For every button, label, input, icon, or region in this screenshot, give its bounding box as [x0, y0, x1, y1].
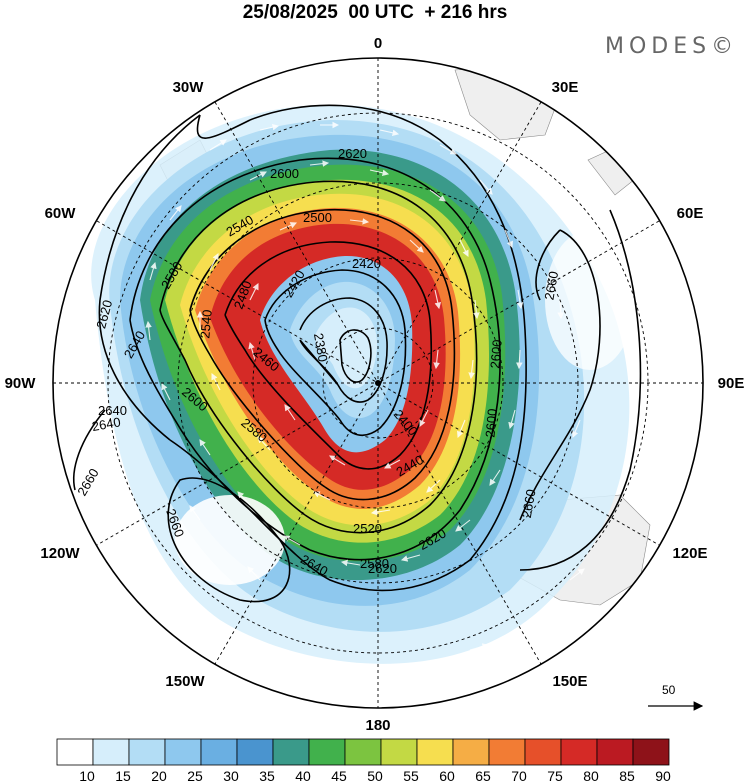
colorbar-swatch [200, 738, 238, 766]
colorbar-tick-label: 50 [367, 768, 383, 782]
colorbar-tick-label: 25 [187, 768, 203, 782]
colorbar-swatch [416, 738, 454, 766]
colorbar-tick-label: 45 [331, 768, 347, 782]
modes-logo: MODES© [605, 34, 739, 59]
lon-label-0: 0 [374, 35, 382, 52]
colorbar-swatch [560, 738, 598, 766]
colorbar-swatch [92, 738, 130, 766]
lon-label-60w: 60W [45, 205, 77, 222]
colorbar-swatch [56, 738, 94, 766]
colorbar-tick-label: 80 [583, 768, 599, 782]
colorbar-tick-label: 10 [79, 768, 95, 782]
colorbar-swatch [452, 738, 490, 766]
contour-label: 2500 [303, 210, 332, 225]
lon-label-60e: 60E [677, 205, 704, 222]
colorbar-tick-label: 85 [619, 768, 635, 782]
wind-speed-field [53, 58, 703, 708]
contour-label: 2620 [368, 561, 397, 576]
colorbar-tick-label: 15 [115, 768, 131, 782]
lon-label-180: 180 [365, 717, 390, 734]
lon-label-90e: 90E [718, 375, 745, 392]
colorbar-tick-label: 65 [475, 768, 491, 782]
colorbar-tick-label: 20 [151, 768, 167, 782]
contour-label: 2380 [311, 332, 331, 363]
contour-label: 2640 [98, 403, 127, 418]
contour-label: 2660 [519, 488, 539, 519]
contour-label: 2620 [338, 146, 367, 161]
colorbar-tick-label: 75 [547, 768, 563, 782]
south-pole-marker [375, 380, 381, 386]
colorbar-tick-label: 30 [223, 768, 239, 782]
colorbar: 10 15 20 25 30 35 40 45 50 55 60 65 70 75 80 85 90 [56, 738, 671, 782]
contour-labels: 2620 2600 2540 2500 2420 2420 2580 2480 … [74, 146, 561, 579]
contour-label: 2640 [91, 414, 122, 434]
colorbar-tick-label: 40 [295, 768, 311, 782]
wind-vectors [78, 121, 652, 672]
lon-label-30e: 30E [552, 79, 579, 96]
colorbar-tick-label: 70 [511, 768, 527, 782]
colorbar-tick-label: 55 [403, 768, 419, 782]
colorbar-swatch [488, 738, 526, 766]
lon-label-120w: 120W [40, 545, 80, 562]
colorbar-swatch [308, 738, 346, 766]
colorbar-swatch [236, 738, 274, 766]
colorbar-tick-label: 35 [259, 768, 275, 782]
colorbar-swatch [632, 738, 670, 766]
colorbar-swatch [524, 738, 562, 766]
colorbar-tick-label: 60 [439, 768, 455, 782]
geopotential-contours [73, 104, 642, 603]
colorbar-swatch [344, 738, 382, 766]
lon-label-150e: 150E [552, 673, 587, 690]
contour-label: 2660 [541, 270, 561, 301]
colorbar-tick-label: 90 [655, 768, 671, 782]
lon-label-120e: 120E [672, 545, 707, 562]
contour-label: 2420 [352, 256, 381, 271]
contour-label: 2600 [270, 166, 299, 181]
lon-label-150w: 150W [165, 673, 205, 690]
contour-label: 2600 [482, 408, 499, 438]
contour-label: 2620 [93, 298, 115, 330]
lon-label-30w: 30W [173, 79, 205, 96]
colorbar-swatch [596, 738, 634, 766]
map-boundary [52, 57, 704, 709]
colorbar-swatch [128, 738, 166, 766]
chart-title: 25/08/2025 00 UTC + 216 hrs [242, 2, 508, 23]
colorbar-swatch [380, 738, 418, 766]
reference-vector-label: 50 [662, 683, 676, 697]
contour-label: 2540 [197, 309, 214, 339]
colorbar-swatch [272, 738, 310, 766]
lon-label-90w: 90W [5, 375, 37, 392]
colorbar-swatch [164, 738, 202, 766]
contour-label: 2600 [487, 339, 504, 369]
contour-label: 2520 [353, 521, 382, 536]
contour-label: 2580 [360, 556, 389, 571]
